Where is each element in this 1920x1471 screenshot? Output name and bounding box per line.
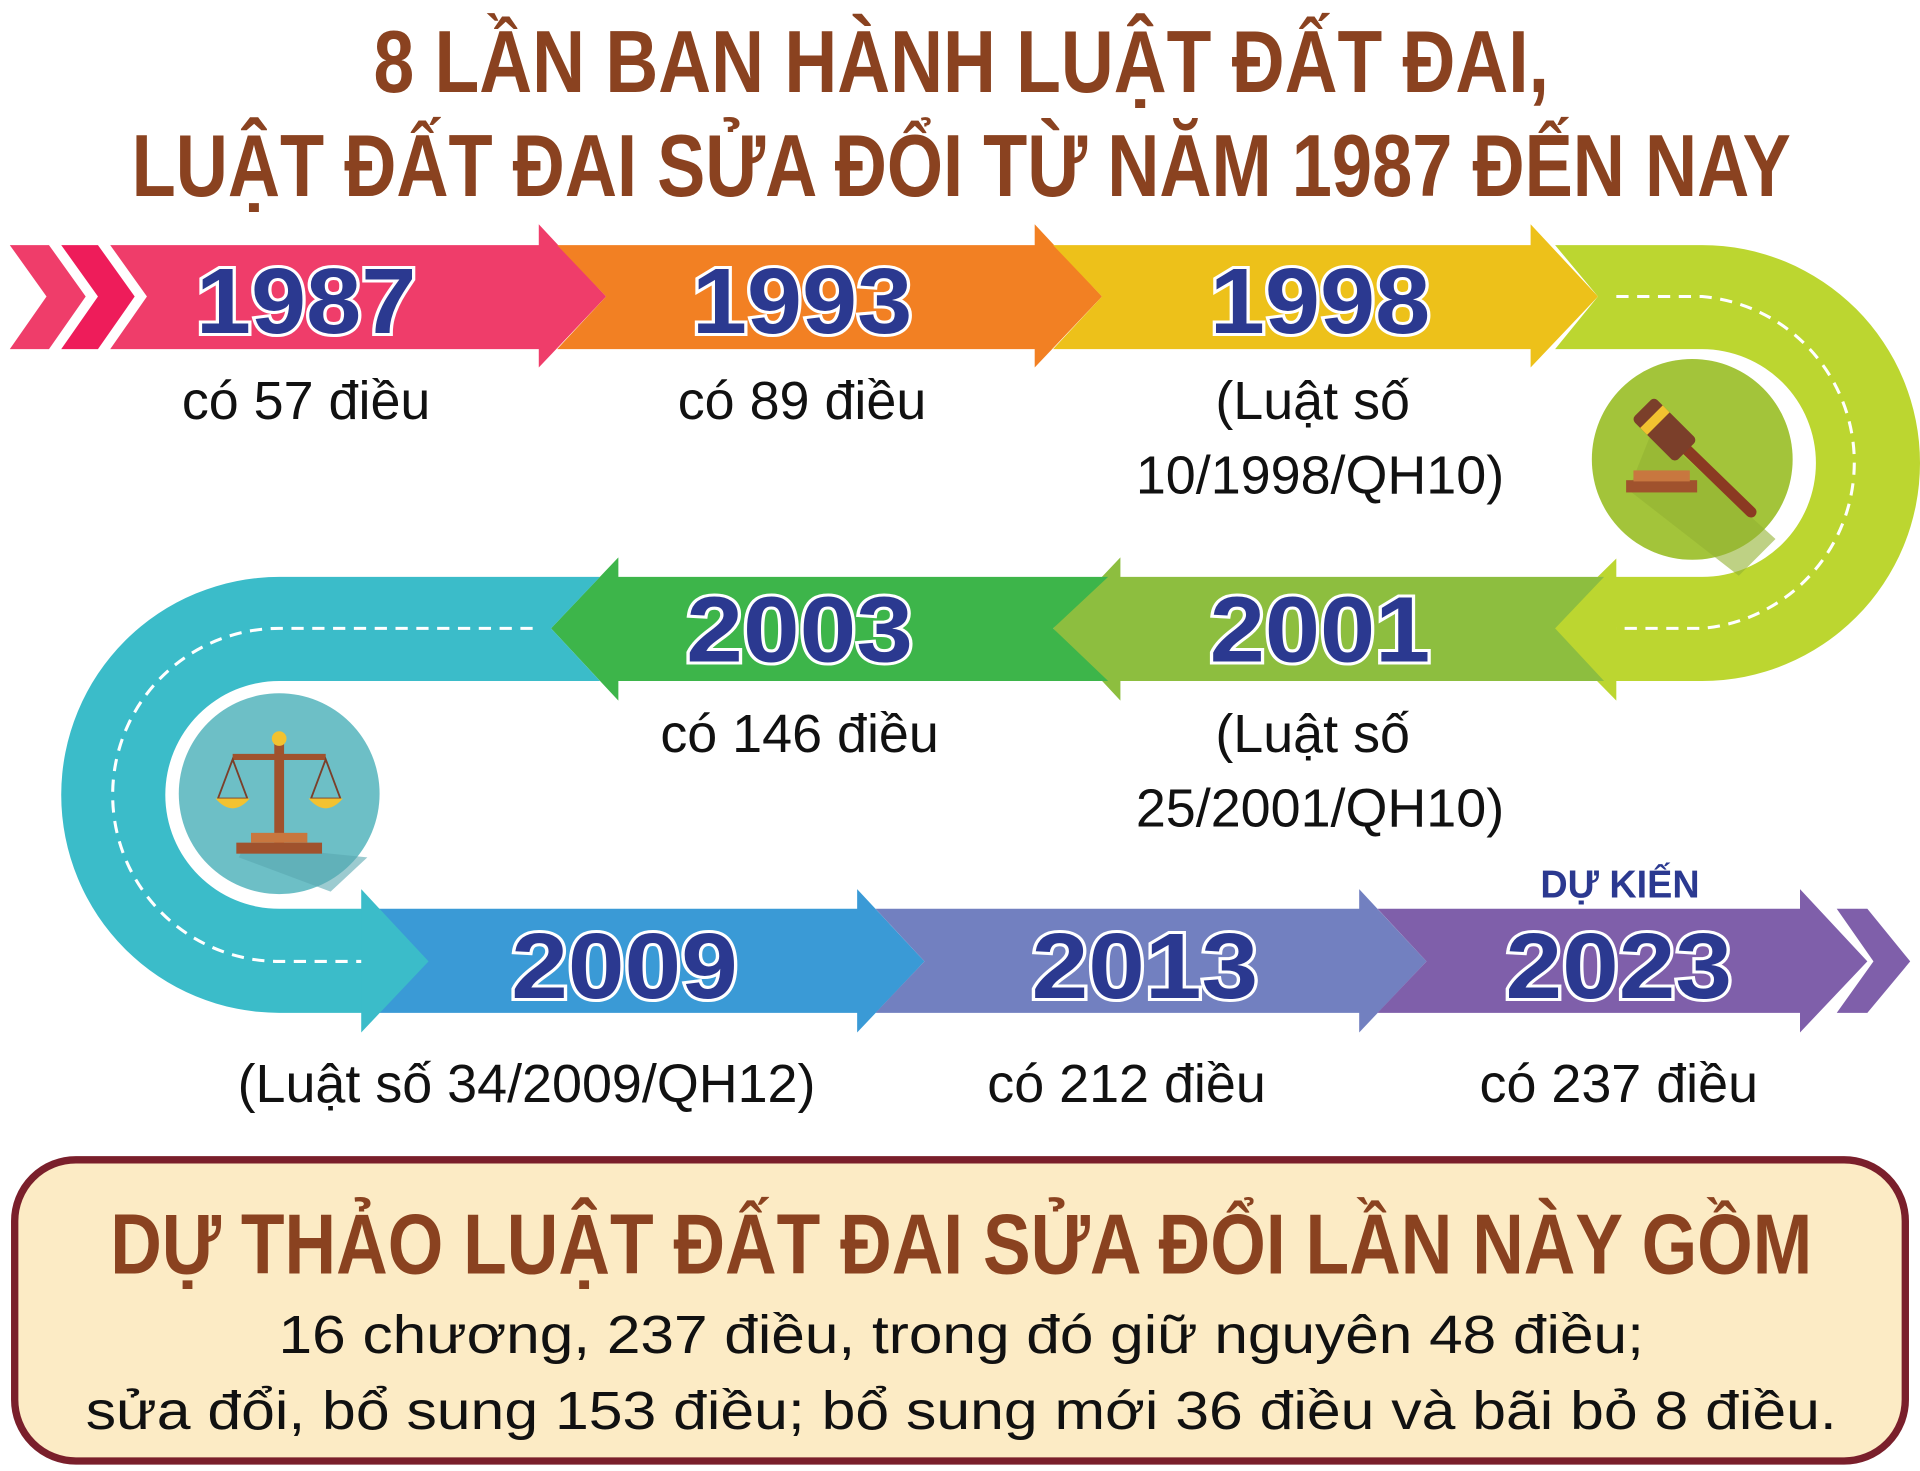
desc-2001-a: (Luật số xyxy=(1215,704,1410,764)
year-2003: 2003 xyxy=(686,577,913,681)
desc-2001-b: 25/2001/QH10) xyxy=(1136,779,1504,839)
summary-heading: DỰ THẢO LUẬT ĐẤT ĐAI SỬA ĐỔI LẦN NÀY GỒM xyxy=(110,1197,1812,1293)
desc-2013: có 212 điều xyxy=(987,1054,1266,1114)
curve-left xyxy=(61,576,601,1013)
year-1998: 1998 xyxy=(1210,249,1430,353)
start-chevrons xyxy=(9,245,135,350)
desc-2023: có 237 điều xyxy=(1480,1054,1759,1114)
title-line-2: LUẬT ĐẤT ĐAI SỬA ĐỔI TỪ NĂM 1987 ĐẾN NAY xyxy=(132,115,1791,215)
desc-2009: (Luật số 34/2009/QH12) xyxy=(238,1054,816,1114)
desc-1998-b: 10/1998/QH10) xyxy=(1136,446,1504,506)
tag-du-kien: DỰ KIẾN xyxy=(1540,863,1699,907)
desc-1987: có 57 điều xyxy=(182,371,431,431)
gavel-icon xyxy=(1591,358,1793,576)
end-chevron xyxy=(1836,908,1911,1013)
road-dash-right xyxy=(1567,294,1856,630)
arrow-2013 xyxy=(875,889,1427,1033)
arrow-2003 xyxy=(551,557,1109,701)
arrow-2009 xyxy=(367,889,925,1033)
arrow-head-curve-right xyxy=(1545,558,1617,701)
arrow-2023 xyxy=(1377,889,1868,1033)
summary-box xyxy=(11,1156,1909,1465)
arrow-1993 xyxy=(557,224,1103,368)
summary-line-1: 16 chương, 237 điều, trong đó giữ nguyên… xyxy=(279,1305,1644,1365)
arrow-1998 xyxy=(1053,224,1598,368)
year-1987: 1987 xyxy=(196,249,416,353)
arrow-2001 xyxy=(1053,557,1605,701)
year-1993: 1993 xyxy=(692,249,912,353)
scales-icon xyxy=(178,693,380,895)
desc-2003: có 146 điều xyxy=(660,704,939,764)
year-2023: 2023 xyxy=(1506,914,1733,1018)
year-2001: 2001 xyxy=(1210,577,1430,681)
curve-right xyxy=(1555,245,1920,682)
title-line-1: 8 LẦN BAN HÀNH LUẬT ĐẤT ĐAI, xyxy=(373,11,1549,111)
year-2009: 2009 xyxy=(511,914,738,1018)
desc-1998-a: (Luật số xyxy=(1215,371,1410,431)
year-2013: 2013 xyxy=(1032,914,1259,1018)
arrow-1987 xyxy=(110,224,607,368)
arrow-head-curve-left xyxy=(361,889,429,1033)
summary-line-2: sửa đổi, bổ sung 153 điều; bổ sung mới 3… xyxy=(86,1381,1837,1441)
desc-1993: có 89 điều xyxy=(678,371,927,431)
